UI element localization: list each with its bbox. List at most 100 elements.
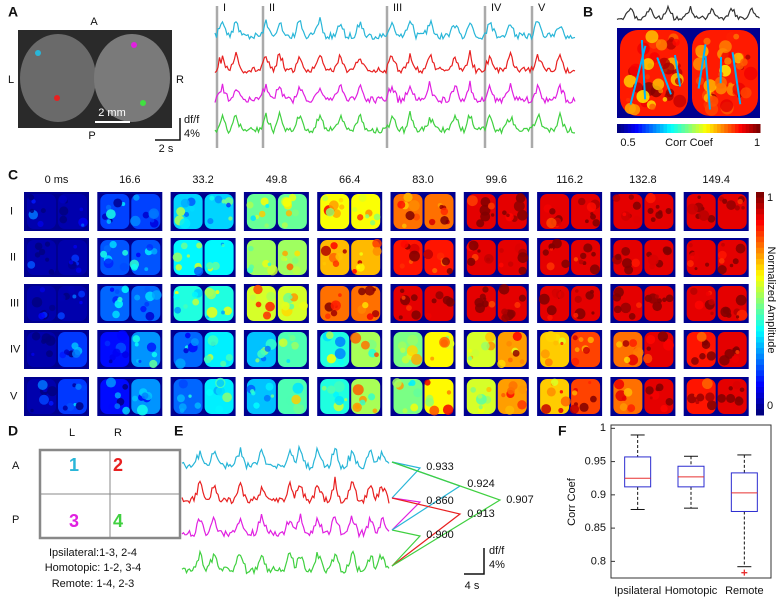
row-label: III [10, 297, 19, 309]
texture [114, 289, 120, 295]
box [730, 472, 758, 512]
texture [591, 311, 595, 315]
texture [216, 379, 225, 388]
texture [30, 408, 34, 413]
texture [180, 242, 188, 250]
texture [478, 405, 483, 410]
row-label: P [12, 514, 19, 526]
correlation: 0.924 [467, 478, 495, 490]
texture [499, 248, 504, 253]
texture [654, 294, 659, 299]
texture [117, 296, 123, 303]
texture [184, 211, 190, 218]
texture [585, 219, 589, 224]
colorbar-step [752, 124, 757, 133]
texture [696, 393, 705, 402]
texture [344, 398, 348, 402]
texture [292, 209, 300, 217]
texture [357, 214, 364, 221]
texture [662, 246, 670, 254]
texture [409, 250, 420, 262]
texture [359, 349, 365, 355]
correlation: 0.913 [467, 508, 495, 520]
trace [181, 476, 390, 505]
texture [507, 261, 514, 267]
texture [613, 305, 622, 314]
texture [370, 220, 376, 226]
texture [485, 332, 496, 343]
texture [655, 204, 660, 209]
texture [337, 359, 345, 366]
texture [100, 250, 108, 258]
texture [706, 351, 716, 361]
texture [248, 264, 255, 270]
texture [265, 301, 275, 312]
colorbar-step [663, 124, 668, 133]
texture [258, 210, 266, 218]
texture [652, 301, 663, 312]
texture [425, 313, 432, 320]
correlation: 0.907 [506, 494, 534, 506]
colorbar-step [656, 124, 661, 133]
link [391, 497, 422, 531]
colorbar-step [731, 124, 736, 133]
colorbar [617, 124, 761, 133]
texture [176, 394, 185, 403]
texture [655, 39, 668, 51]
correlation: 0.933 [426, 461, 454, 473]
texture [248, 245, 254, 252]
hemisphere-map [204, 379, 234, 414]
hemisphere-map [277, 240, 307, 275]
texture [34, 242, 43, 251]
texture [75, 267, 82, 273]
link [391, 497, 462, 567]
texture [488, 300, 496, 308]
texture [150, 218, 155, 223]
colorbar-step [638, 124, 643, 133]
texture [622, 212, 627, 217]
texture [372, 246, 382, 256]
texture [728, 386, 733, 391]
texture [282, 197, 292, 208]
texture [206, 388, 214, 397]
texture [737, 198, 743, 205]
texture [705, 262, 710, 267]
texture [364, 285, 375, 296]
texture [221, 243, 225, 248]
texture [688, 243, 693, 248]
scale-bar [155, 118, 181, 141]
texture [719, 40, 732, 53]
texture [226, 202, 231, 208]
texture [740, 87, 752, 99]
texture [114, 403, 121, 410]
texture [665, 397, 674, 406]
texture [442, 295, 452, 305]
row-label: A [12, 460, 20, 472]
roi-dot [131, 42, 137, 48]
texture [498, 283, 510, 295]
texture [338, 197, 344, 203]
texture [512, 349, 520, 357]
texture [327, 385, 336, 394]
colorbar-step [756, 281, 764, 288]
texture [660, 404, 668, 413]
texture [260, 197, 269, 206]
texture [31, 331, 41, 341]
texture [517, 400, 527, 410]
colorbar-step [642, 124, 647, 133]
time-label: 33.2 [192, 174, 213, 186]
colorbar-step [699, 124, 704, 133]
texture [650, 390, 660, 400]
texture [741, 206, 745, 210]
trace [616, 4, 760, 22]
texture [221, 199, 226, 204]
traces: I II III IV V [214, 2, 576, 148]
trace [214, 109, 575, 136]
texture [322, 261, 327, 266]
texture [691, 357, 699, 365]
event-label: V [538, 2, 546, 14]
colorbar-step [742, 124, 747, 133]
colorbar-step [756, 219, 764, 226]
colorbar-title: Corr Coef [665, 137, 714, 149]
texture [734, 205, 740, 211]
